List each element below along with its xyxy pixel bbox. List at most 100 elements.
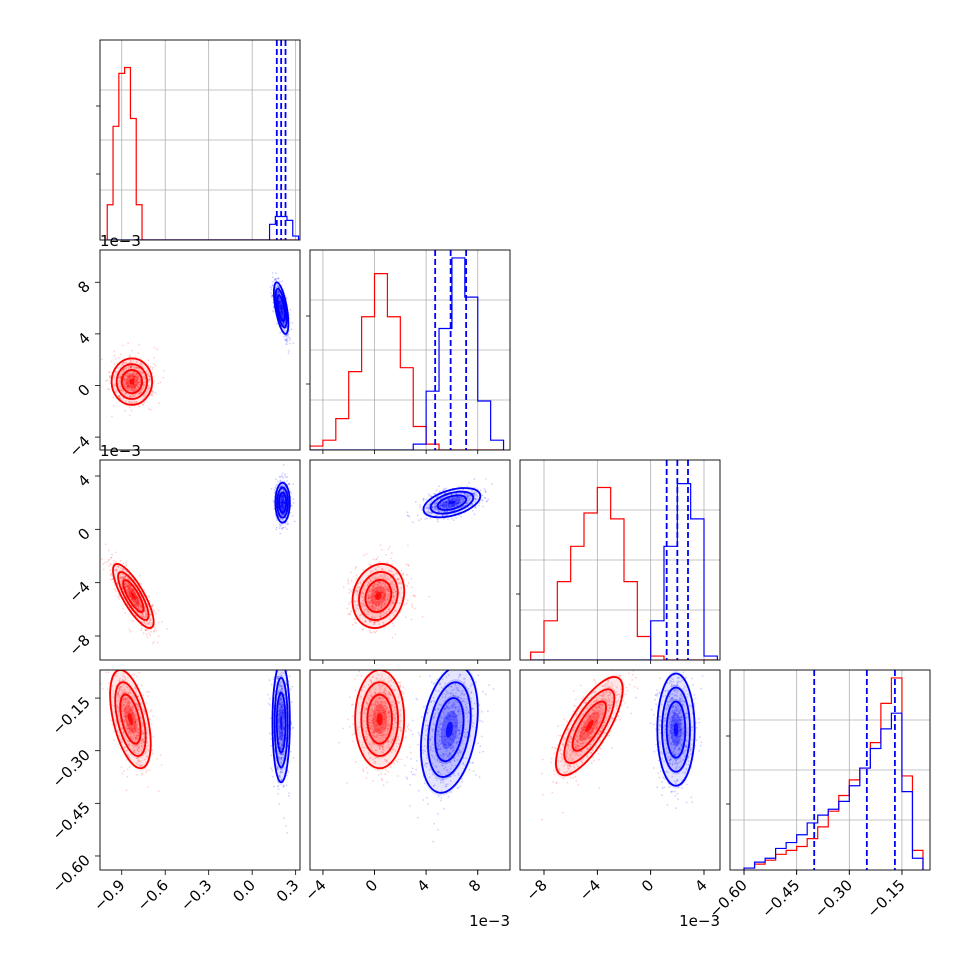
blue-sample-point [482, 500, 484, 502]
blue-sample-point [282, 527, 284, 529]
blue-sample-point [279, 281, 281, 283]
blue-sample-point [272, 281, 274, 283]
red-sample-point [152, 643, 154, 645]
red-sample-point [137, 352, 139, 354]
red-sample-point [392, 637, 394, 639]
red-sample-point [110, 557, 112, 559]
red-sample-point [166, 628, 168, 630]
red-sample-point [153, 630, 155, 632]
red-sample-point [145, 771, 147, 773]
red-sample-point [108, 550, 110, 552]
blue-sample-point [279, 527, 281, 529]
blue-sample-point [288, 336, 290, 338]
blue-sample-point [271, 289, 273, 291]
red-sample-point [153, 392, 155, 394]
red-sample-point [363, 555, 365, 557]
red-sample-point [108, 559, 110, 561]
red-sample-point [147, 636, 149, 638]
red-sample-point [144, 629, 146, 631]
red-sample-point [414, 595, 416, 597]
red-sample-point [121, 766, 123, 768]
scatter-panel-2-1 [310, 460, 510, 660]
blue-sample-point [275, 529, 277, 531]
red-sample-point [108, 565, 110, 567]
red-sample-point [148, 632, 150, 634]
red-sample-point [355, 566, 357, 568]
red-sample-point [121, 665, 123, 667]
red-sample-point [111, 554, 113, 556]
red-sample-point [129, 407, 131, 409]
blue-sample-point [288, 352, 290, 354]
red-sample-point [126, 790, 128, 792]
red-sample-point [130, 631, 132, 633]
red-sample-point [146, 691, 148, 693]
blue-sample-point [292, 322, 294, 324]
red-sample-point [128, 662, 130, 664]
blue-sample-point [423, 500, 425, 502]
red-sample-point [114, 588, 116, 590]
red-sample-point [402, 574, 404, 576]
red-sample-point [349, 589, 351, 591]
blue-sample-point [407, 511, 409, 513]
blue-sample-point [286, 335, 288, 337]
blue-sample-point [292, 342, 294, 344]
red-sample-point [406, 585, 408, 587]
blue-sample-point [283, 336, 285, 338]
blue-sample-point [285, 339, 287, 341]
red-sample-point [109, 371, 111, 373]
red-sample-point [111, 361, 113, 363]
red-sample-point [101, 558, 103, 560]
red-sample-point [101, 359, 103, 361]
red-sample-point [105, 543, 107, 545]
red-sample-point [149, 719, 151, 721]
red-sample-point [112, 397, 114, 399]
red-sample-point [153, 363, 155, 365]
red-sample-point [149, 769, 151, 771]
red-sample-point [143, 632, 145, 634]
blue-sample-point [273, 501, 275, 503]
red-sample-point [146, 634, 148, 636]
blue-sample-point [286, 528, 288, 530]
red-sample-point [115, 561, 117, 563]
red-sample-point [428, 596, 430, 598]
red-sample-point [136, 676, 138, 678]
red-sample-point [107, 688, 109, 690]
red-sample-point [371, 632, 373, 634]
red-sample-point [156, 758, 158, 760]
red-sample-point [158, 622, 160, 624]
blue-sample-point [291, 328, 293, 330]
blue-sample-point [287, 523, 289, 525]
blue-sample-point [282, 473, 284, 475]
red-sample-point [152, 715, 154, 717]
red-sample-point [155, 392, 157, 394]
red-sample-point [111, 416, 113, 418]
blue-sample-point [279, 533, 281, 535]
red-sample-point [354, 618, 356, 620]
red-sample-point [105, 380, 107, 382]
red-sample-point [411, 587, 413, 589]
red-sample-point [148, 359, 150, 361]
red-sample-point [124, 410, 126, 412]
red-sample-point [154, 347, 156, 349]
red-sample-point [124, 612, 126, 614]
blue-sample-point [418, 520, 420, 522]
red-sample-point [351, 580, 353, 582]
red-sample-point [414, 608, 416, 610]
red-sample-point [381, 549, 383, 551]
red-sample-point [376, 630, 378, 632]
red-sample-point [163, 377, 165, 379]
blue-sample-point [453, 519, 455, 521]
red-sample-point [102, 563, 104, 565]
red-sample-point [153, 380, 155, 382]
red-sample-point [141, 627, 143, 629]
red-sample-point [142, 773, 144, 775]
blue-sample-point [281, 528, 283, 530]
blue-sample-point [428, 493, 430, 495]
red-sample-point [123, 770, 125, 772]
blue-sample-point [478, 505, 480, 507]
blue-sample-point [277, 480, 279, 482]
blue-sample-point [409, 516, 411, 518]
red-sample-point [125, 562, 127, 564]
